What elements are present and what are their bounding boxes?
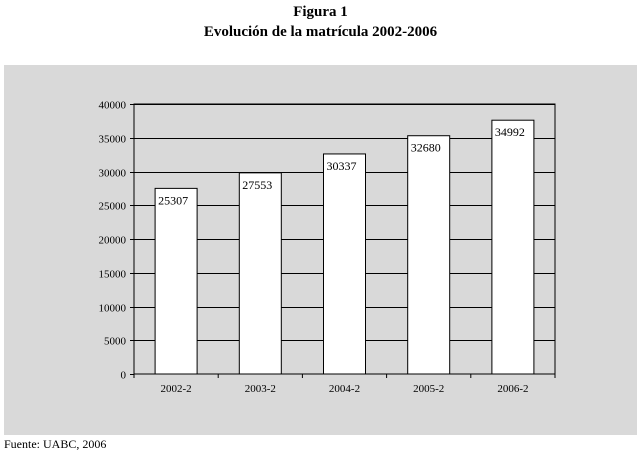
y-tick-label: 25000 (99, 201, 127, 213)
bar (491, 119, 535, 375)
y-tick-label: 10000 (99, 303, 127, 315)
bar-chart: 0 5000 10000 15000 20000 25000 30000 35000 40000… (99, 100, 556, 395)
y-tick-label: 15000 (99, 269, 127, 281)
x-tick-label: 2005-2 (413, 383, 444, 395)
y-tick-label: 5000 (104, 336, 127, 348)
chart-area: 0 5000 10000 15000 20000 25000 30000 35000 40000… (4, 65, 637, 435)
data-label: 32680 (411, 141, 441, 155)
y-tick-label: 30000 (99, 168, 127, 180)
y-tick-label: 20000 (99, 235, 127, 247)
bar (238, 172, 282, 375)
bar (407, 135, 451, 375)
y-tick-label: 40000 (99, 100, 127, 112)
bar (323, 153, 366, 375)
data-label: 30337 (327, 159, 357, 173)
figure-number: Figura 1 (293, 4, 348, 20)
x-tick-label: 2006-2 (497, 383, 528, 395)
data-label: 27553 (242, 178, 272, 192)
y-tick-label: 35000 (99, 134, 127, 146)
x-tick-label: 2003-2 (245, 383, 276, 395)
x-tick-label: 2004-2 (329, 383, 360, 395)
data-label: 25307 (158, 193, 188, 207)
source-note: Fuente: UABC, 2006 (4, 437, 107, 451)
y-tick-label: 0 (121, 370, 127, 382)
data-label: 34992 (495, 125, 525, 139)
bar (154, 187, 198, 375)
figure-title: Evolución de la matrícula 2002-2006 (203, 24, 438, 40)
x-tick-label: 2002-2 (161, 383, 192, 395)
